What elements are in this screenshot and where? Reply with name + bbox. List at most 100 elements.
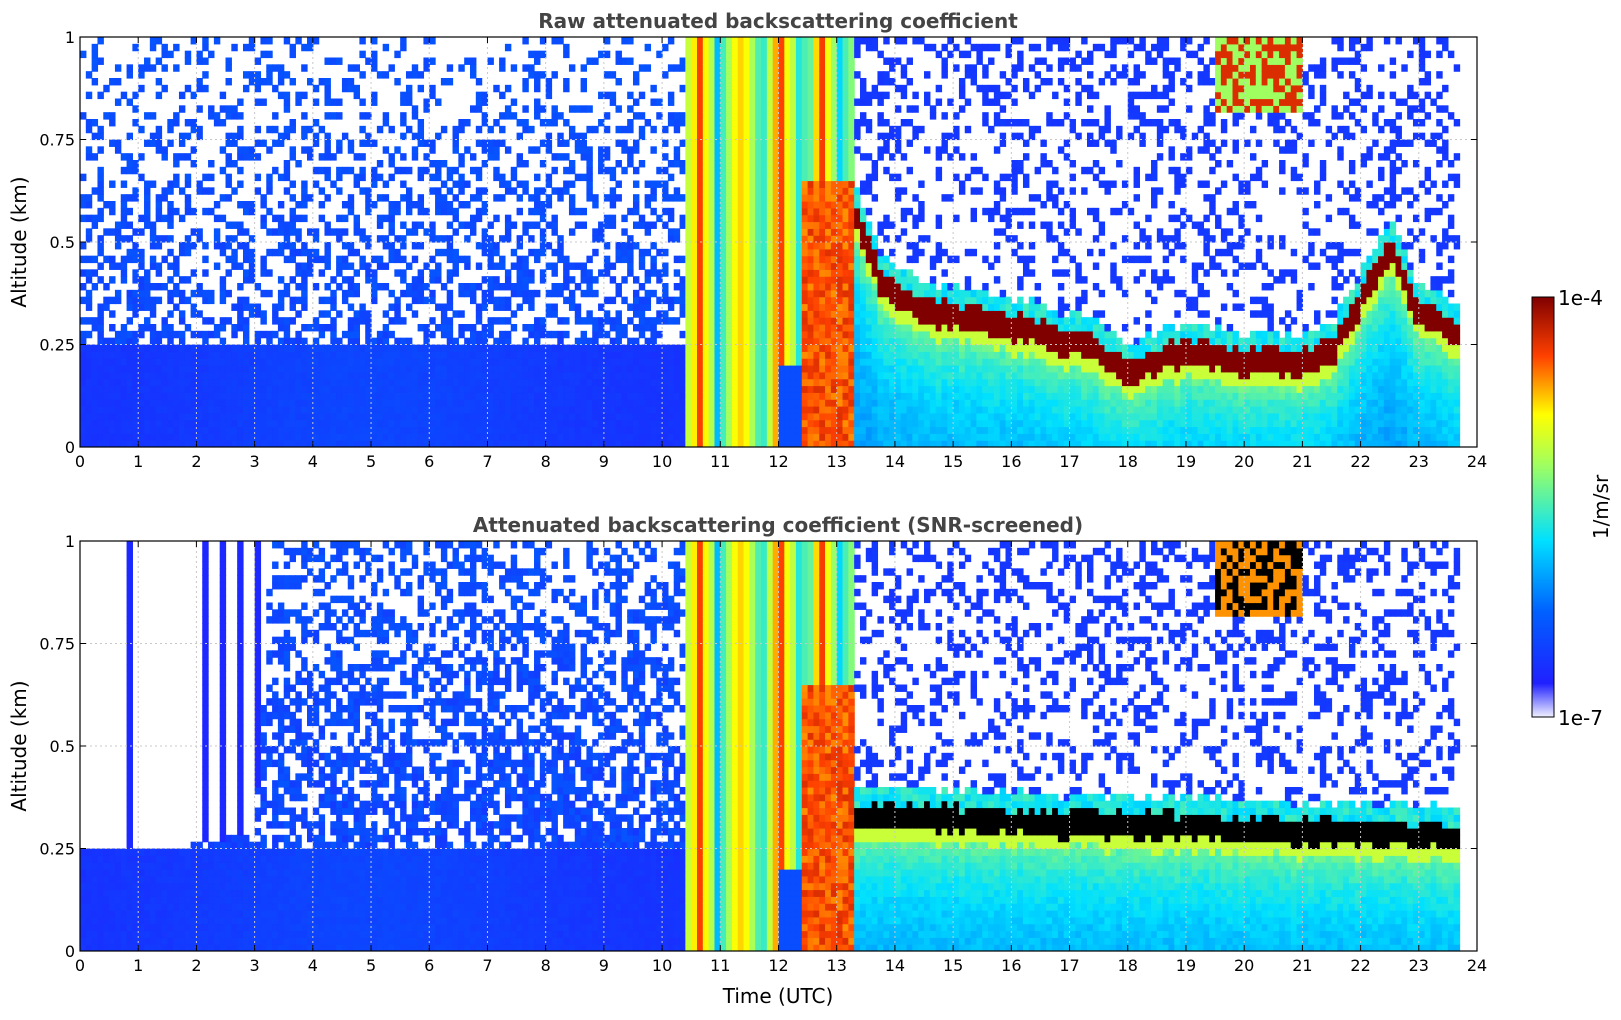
heatmap-cell (598, 358, 605, 366)
heatmap-cell (80, 419, 87, 428)
heatmap-cell (772, 214, 780, 223)
heatmap-cell (510, 187, 518, 195)
heatmap-cell (272, 399, 279, 407)
heatmap-cell (667, 426, 675, 434)
heatmap-cell (755, 242, 762, 250)
heatmap-cell (417, 440, 425, 447)
heatmap-cell (778, 207, 785, 216)
heatmap-cell (277, 358, 285, 366)
heatmap-cell (778, 37, 785, 45)
heatmap-cell (417, 385, 425, 393)
heatmap-cell (627, 57, 634, 65)
heatmap-cell (714, 187, 721, 195)
heatmap-cell (737, 153, 745, 161)
heatmap-cell (155, 351, 163, 359)
heatmap-cell (382, 180, 390, 188)
heatmap-cell (784, 330, 791, 339)
heatmap-cell (347, 358, 355, 366)
heatmap-cell (365, 419, 372, 428)
heatmap-cell (830, 248, 838, 257)
heatmap-cell (341, 351, 349, 359)
heatmap-cell (528, 371, 535, 380)
heatmap-cell (440, 351, 448, 359)
heatmap-cell (743, 43, 750, 52)
heatmap-cell (452, 419, 459, 428)
heatmap-cell (208, 289, 215, 298)
heatmap-cell (242, 146, 250, 154)
heatmap-cell (178, 358, 186, 366)
heatmap-cell (312, 139, 320, 147)
heatmap-cell (609, 324, 617, 332)
heatmap-cell (534, 406, 541, 414)
heatmap-cell (667, 412, 675, 421)
heatmap-cell (161, 214, 168, 223)
heatmap-cell (324, 242, 331, 250)
heatmap-cell (353, 214, 360, 223)
heatmap-cell (807, 248, 815, 257)
heatmap-cell (109, 426, 116, 434)
heatmap-cell (784, 419, 791, 428)
heatmap-cell (772, 132, 780, 141)
heatmap-cell (539, 426, 547, 434)
heatmap-cell (795, 166, 803, 175)
heatmap-cell (778, 317, 785, 325)
heatmap-cell (598, 160, 605, 168)
heatmap-cell (720, 289, 727, 298)
heatmap-cell (330, 180, 337, 188)
heatmap-cell (225, 426, 232, 434)
heatmap-cell (801, 160, 809, 168)
heatmap-cell (161, 64, 168, 72)
heatmap-cell (411, 440, 419, 447)
heatmap-cell (248, 201, 256, 209)
heatmap-cell (493, 153, 500, 161)
heatmap-cell (563, 351, 570, 359)
heatmap-cell (801, 371, 809, 380)
heatmap-cell (266, 385, 273, 393)
heatmap-cell (138, 262, 145, 270)
heatmap-cell (219, 283, 227, 291)
heatmap-cell (231, 371, 238, 380)
heatmap-cell (446, 255, 454, 264)
heatmap-cell (481, 371, 489, 380)
heatmap-cell (400, 43, 407, 52)
heatmap-cell (603, 112, 611, 120)
heatmap-cell (609, 371, 617, 380)
heatmap-cell (266, 419, 273, 428)
heatmap-cell (376, 358, 384, 366)
heatmap-cell (784, 310, 791, 318)
heatmap-cell (749, 289, 756, 298)
heatmap-cell (632, 378, 640, 387)
heatmap-cell (726, 262, 733, 270)
heatmap-cell (580, 399, 588, 407)
heatmap-cell (470, 412, 477, 421)
heatmap-cell (97, 303, 104, 311)
heatmap-cell (580, 84, 588, 93)
heatmap-cell (97, 132, 104, 141)
heatmap-cell (132, 255, 139, 264)
heatmap-cell (726, 180, 733, 188)
heatmap-cell (196, 399, 203, 407)
heatmap-cell (714, 433, 721, 441)
heatmap-cell (702, 289, 710, 298)
heatmap-cell (312, 385, 320, 393)
heatmap-cell (807, 221, 815, 229)
heatmap-cell (801, 419, 809, 428)
heatmap-cell (242, 426, 250, 434)
heatmap-cell (213, 37, 221, 45)
heatmap-cell (225, 160, 232, 168)
heatmap-cell (388, 351, 395, 359)
heatmap-cell (714, 255, 721, 264)
heatmap-cell (475, 214, 483, 223)
heatmap-cell (778, 228, 785, 236)
heatmap-cell (97, 248, 104, 257)
heatmap-cell (813, 173, 820, 182)
heatmap-cell (388, 412, 395, 421)
heatmap-cell (85, 276, 93, 284)
heatmap-cell (603, 153, 611, 161)
heatmap-cell (592, 365, 599, 373)
heatmap-cell (708, 406, 716, 414)
heatmap-cell (766, 201, 774, 209)
heatmap-cell (219, 105, 227, 113)
heatmap-cell (795, 37, 803, 45)
heatmap-cell (795, 98, 803, 106)
